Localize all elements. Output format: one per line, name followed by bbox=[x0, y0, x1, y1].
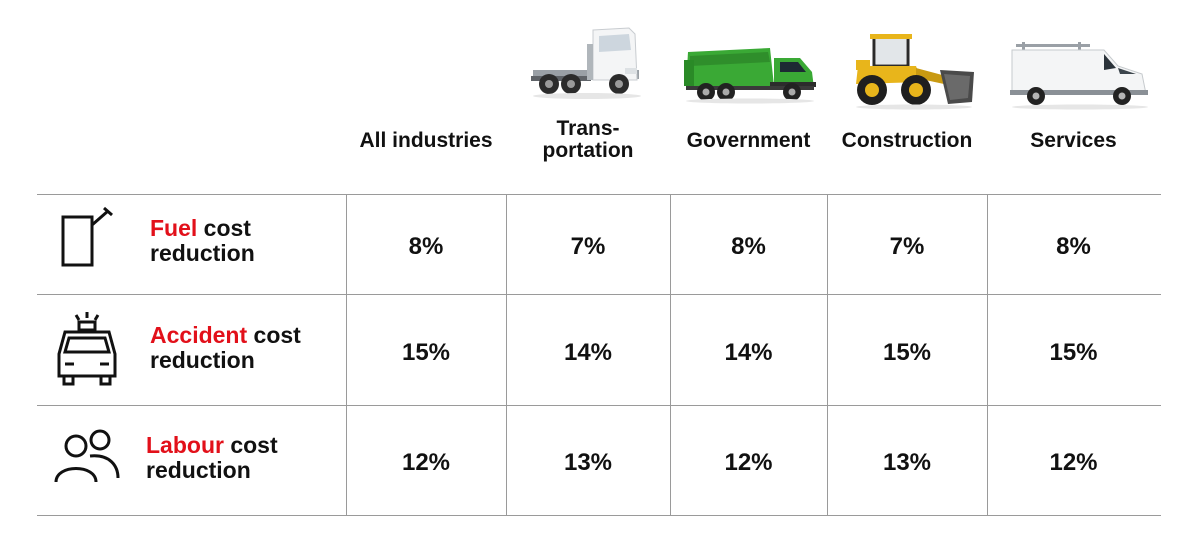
truck-tractor-icon bbox=[531, 27, 641, 99]
column-header-line: Construction bbox=[841, 129, 973, 152]
row-label-accident: Accident cost reduction bbox=[150, 323, 301, 373]
table-cell: 8% bbox=[1056, 233, 1091, 260]
column-header-government: Government bbox=[670, 130, 827, 152]
column-header-construction: Construction bbox=[827, 130, 987, 152]
wheel-loader-icon bbox=[856, 34, 974, 110]
row-label-highlight: Accident bbox=[150, 322, 248, 348]
column-header-line: Trans- bbox=[556, 117, 620, 140]
row-label-fuel: Fuel cost reduction bbox=[150, 216, 255, 266]
row-label-line2: reduction bbox=[150, 347, 255, 373]
column-header-line: All industries bbox=[359, 129, 493, 152]
column-header-line: Government bbox=[686, 129, 811, 152]
people-icon bbox=[54, 429, 120, 483]
row-label-line2: reduction bbox=[146, 457, 251, 483]
row-label-line2: reduction bbox=[150, 240, 255, 266]
row-label-rest: cost bbox=[247, 322, 301, 348]
table-cell: 14% bbox=[724, 339, 773, 366]
table-cell: 8% bbox=[408, 233, 444, 260]
table-cell: 15% bbox=[882, 339, 932, 366]
column-divider bbox=[506, 195, 507, 515]
table-cell: 13% bbox=[882, 449, 932, 476]
column-header-services: Services bbox=[987, 130, 1160, 152]
fuel-can-icon bbox=[61, 206, 113, 267]
table-cell: 7% bbox=[570, 233, 606, 260]
column-header-line: portation bbox=[542, 139, 634, 162]
van-icon bbox=[1010, 42, 1148, 110]
row-label-labour: Labour cost reduction bbox=[146, 433, 278, 483]
table-rule bbox=[37, 515, 1161, 516]
table-rule bbox=[37, 194, 1161, 195]
column-divider bbox=[670, 195, 671, 515]
car-accident-icon bbox=[57, 312, 117, 386]
column-header-all-industries: All industries bbox=[346, 130, 506, 152]
table-rule bbox=[37, 294, 1161, 295]
column-header-transportation: Trans- portation bbox=[506, 118, 670, 162]
column-header-line: Services bbox=[1030, 129, 1117, 152]
table-cell: 12% bbox=[1049, 449, 1098, 476]
row-label-highlight: Fuel bbox=[150, 215, 198, 241]
table-cell: 12% bbox=[724, 449, 773, 476]
table-cell: 7% bbox=[889, 233, 925, 260]
garbage-truck-icon bbox=[684, 48, 816, 104]
table-rule bbox=[37, 405, 1161, 406]
table-cell: 15% bbox=[401, 339, 451, 366]
row-label-rest: cost bbox=[223, 432, 278, 458]
table-cell: 8% bbox=[731, 233, 766, 260]
column-divider bbox=[827, 195, 828, 515]
row-label-rest: cost bbox=[197, 215, 251, 241]
table-cell: 13% bbox=[563, 449, 613, 476]
table-cell: 14% bbox=[563, 339, 613, 366]
table-cell: 12% bbox=[401, 449, 451, 476]
table-cell: 15% bbox=[1049, 339, 1098, 366]
column-divider bbox=[987, 195, 988, 515]
row-label-highlight: Labour bbox=[146, 432, 224, 458]
column-divider bbox=[346, 195, 347, 515]
